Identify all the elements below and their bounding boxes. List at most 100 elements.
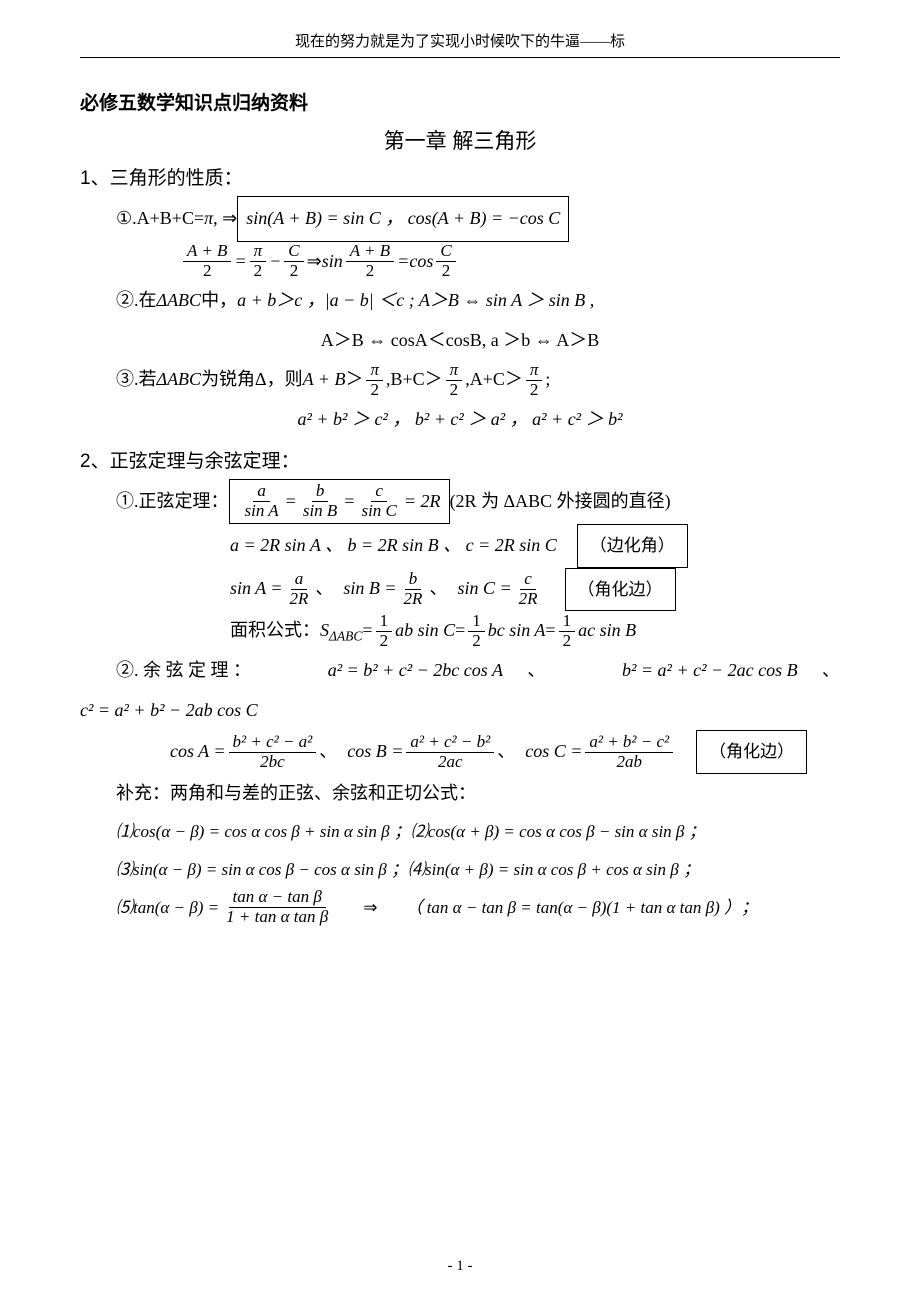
- frac: 1 2: [559, 612, 576, 650]
- frac: b² + c² − a² 2bc: [229, 733, 317, 771]
- den: 2: [362, 262, 379, 281]
- prop-2-line1: ②.在 ΔABC 中， a + b ＞c ，|a − b| ＜c ; A＞B ⇔…: [116, 281, 840, 321]
- text: ＞c ，|a − b| ＜c ; A＞B ⇔ sin A ＞ sin B ,: [276, 281, 594, 321]
- num: c: [371, 482, 387, 502]
- text: sin B =: [343, 569, 396, 609]
- dot: 、: [319, 732, 337, 772]
- num: A + B: [346, 242, 394, 262]
- gt: ＞: [345, 360, 363, 400]
- eq: =: [344, 482, 354, 522]
- num: b: [312, 482, 329, 502]
- text: ab sin C: [395, 611, 455, 651]
- text: ①.A+B+C=: [116, 199, 204, 239]
- frac: 1 2: [468, 612, 485, 650]
- prop-2-line2: A＞B ⇔ cosA＜cosB, a ＞b ⇔ A＞B: [80, 321, 840, 361]
- den: 2: [366, 381, 383, 400]
- law-sines: ①.正弦定理： a sin A = b sin B = c sin C = 2R…: [116, 479, 840, 525]
- box-label: （角化边）: [696, 730, 807, 773]
- box-label: （边化角）: [577, 524, 688, 567]
- dabc: ΔABC: [157, 360, 202, 400]
- chapter-title: 第一章 解三角形: [80, 125, 840, 155]
- text: bc sin A: [488, 611, 546, 651]
- boxed-formula: sin(A + B) = sin C ， cos(A + B) = −cos C: [237, 196, 569, 242]
- frac: b sin B: [299, 482, 341, 520]
- den: 2: [526, 381, 543, 400]
- frac: a sin A: [241, 482, 283, 520]
- num: 1: [468, 612, 485, 632]
- supp-title: 补充：两角和与差的正弦、余弦和正切公式：: [116, 774, 840, 814]
- den: 2bc: [256, 753, 289, 772]
- den: 2: [286, 262, 303, 281]
- text: ;: [545, 360, 550, 400]
- S: SΔABC: [320, 611, 362, 651]
- frac: b 2R: [400, 570, 427, 608]
- eq: =: [362, 611, 372, 651]
- prop-3-line2: a² + b² ＞ c² ， b² + c² ＞ a² ， a² + c² ＞ …: [80, 400, 840, 440]
- frac: A + B 2: [183, 242, 231, 280]
- doc-title: 必修五数学知识点归纳资料: [80, 88, 840, 115]
- frac: π 2: [250, 242, 267, 280]
- num: tan α − tan β: [229, 888, 326, 908]
- frac: π 2: [526, 361, 543, 399]
- num: a² + c² − b²: [406, 733, 494, 753]
- den: sin B: [299, 502, 341, 521]
- text: 为锐角Δ，则: [201, 360, 303, 400]
- text: 面积公式：: [230, 611, 320, 651]
- den: 2R: [515, 590, 542, 609]
- frac: C 2: [284, 242, 303, 280]
- text: ,A+C: [465, 360, 505, 400]
- section-2: 2、正弦定理与余弦定理：: [80, 446, 840, 473]
- num: a: [291, 570, 308, 590]
- frac: a² + c² − b² 2ac: [406, 733, 494, 771]
- text: ,B+C: [386, 360, 425, 400]
- box-label: （角化边）: [565, 568, 676, 611]
- den: 2: [559, 632, 576, 651]
- num: a² + b² − c²: [585, 733, 673, 753]
- prop-1-line2: A + B 2 = π 2 − C 2 ⇒ sin A + B 2 = cos …: [180, 242, 840, 282]
- gt: ＞: [505, 360, 523, 400]
- num: A + B: [183, 242, 231, 262]
- text: ③.若: [116, 360, 157, 400]
- den: sin C: [357, 502, 400, 521]
- den: 2: [446, 381, 463, 400]
- num: π: [526, 361, 543, 381]
- sin: sin: [322, 242, 343, 282]
- cos-expand: cos A = b² + c² − a² 2bc 、 cos B = a² + …: [170, 730, 840, 773]
- frac: a² + b² − c² 2ab: [585, 733, 673, 771]
- num: π: [250, 242, 267, 262]
- text: sin C =: [457, 569, 511, 609]
- text: ①.正弦定理：: [116, 482, 229, 522]
- text: a = 2R sin A 、 b = 2R sin B 、 c = 2R sin…: [230, 526, 557, 566]
- text: b² = a² + c² − 2ac cos B: [622, 651, 798, 691]
- gt: ＞: [425, 360, 443, 400]
- den: 2R: [286, 590, 313, 609]
- den: sin A: [241, 502, 283, 521]
- num: a: [253, 482, 270, 502]
- dot: 、: [527, 651, 545, 691]
- frac: C 2: [436, 242, 455, 280]
- num: b² + c² − a²: [229, 733, 317, 753]
- den: 2: [250, 262, 267, 281]
- text: a² = b² + c² − 2bc cos A: [328, 651, 503, 691]
- section-1: 1、三角形的性质：: [80, 163, 840, 190]
- cos: cos: [409, 242, 433, 282]
- text: 中，: [201, 281, 237, 321]
- arrow: , ⇒: [213, 199, 237, 239]
- dot: 、: [315, 569, 333, 609]
- text: ⑸tan(α − β) =: [116, 889, 219, 926]
- eq: =: [455, 611, 465, 651]
- den: 1 + tan α tan β: [222, 908, 332, 927]
- frac: c 2R: [515, 570, 542, 608]
- text: ac sin B: [578, 611, 636, 651]
- law-cosines-2: c² = a² + b² − 2ab cos C: [80, 691, 840, 731]
- eq: =: [545, 611, 555, 651]
- num: π: [446, 361, 463, 381]
- text: ②. 余 弦 定 理 ：: [116, 651, 251, 691]
- frac: π 2: [366, 361, 383, 399]
- frac: c sin C: [357, 482, 400, 520]
- text: a + b: [237, 281, 276, 321]
- frac: a 2R: [286, 570, 313, 608]
- text: A + B: [303, 360, 346, 400]
- num: C: [436, 242, 455, 262]
- minus: −: [269, 242, 281, 282]
